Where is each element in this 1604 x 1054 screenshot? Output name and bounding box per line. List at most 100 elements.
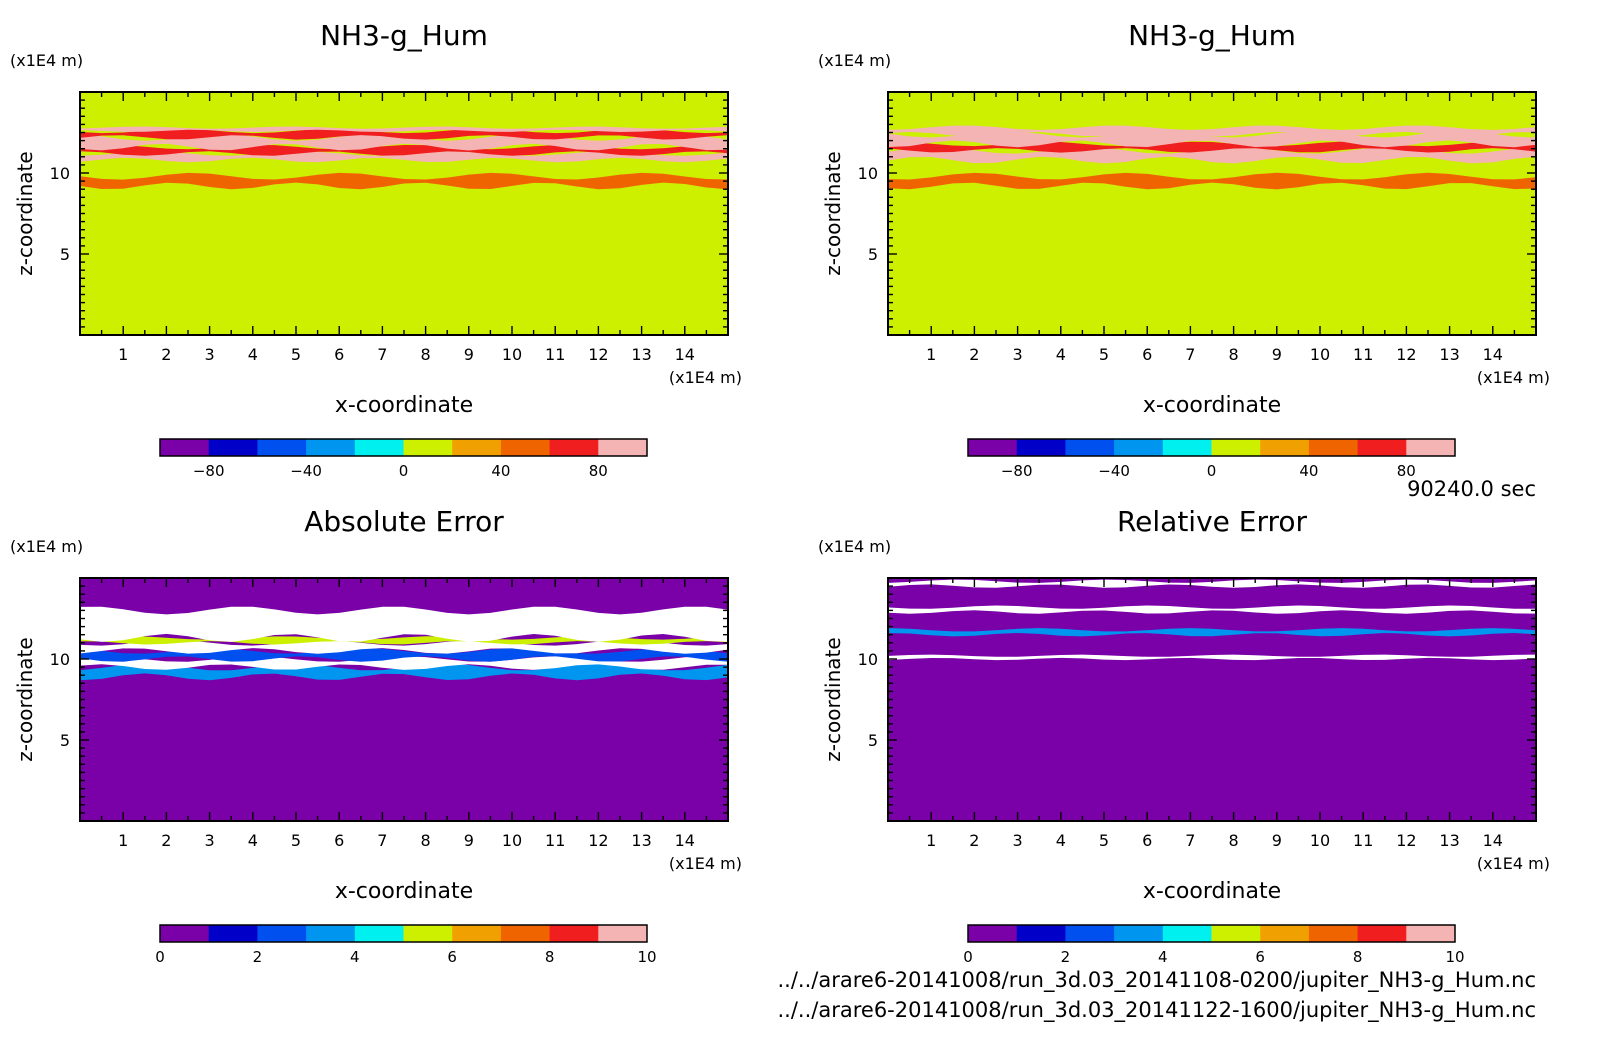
colorbar-tick-label: 6 xyxy=(447,948,457,966)
layer-band xyxy=(80,606,728,642)
x-tick-label: 7 xyxy=(1185,345,1195,364)
x-tick-label: 4 xyxy=(248,831,258,850)
colorbar-swatch xyxy=(1357,439,1407,456)
layer-band xyxy=(80,151,728,163)
y-tick-label: 5 xyxy=(60,731,70,750)
x-tick-label: 12 xyxy=(1396,831,1416,850)
colorbar-swatch xyxy=(1162,439,1212,456)
y-tick-label: 10 xyxy=(50,164,70,183)
plot-background xyxy=(888,578,1536,821)
colorbar-tick-label: 8 xyxy=(545,948,555,966)
colorbar-swatch xyxy=(257,439,307,456)
colorbar-tick-label: −40 xyxy=(290,462,322,480)
x-tick-label: 5 xyxy=(291,345,301,364)
colorbar-swatch xyxy=(549,439,599,456)
x-tick-label: 3 xyxy=(1013,831,1023,850)
colorbar-swatch xyxy=(968,439,1018,456)
y-axis-label: z-coordinate xyxy=(13,637,37,761)
x-tick-label: 7 xyxy=(1185,831,1195,850)
colorbar-tick-label: 8 xyxy=(1353,948,1363,966)
colorbar-swatch xyxy=(1114,439,1164,456)
colorbar-frame xyxy=(159,438,648,457)
x-tick-label: 6 xyxy=(1142,345,1152,364)
chart-panel-3: Absolute Error(x1E4 m)(x1E4 m)1 2 3 4 5 6 7 8 9 1… xyxy=(10,505,742,966)
x-axis-label: x-coordinate xyxy=(1143,393,1281,418)
x-tick-label: 14 xyxy=(675,345,695,364)
colorbar-tick-label: 2 xyxy=(253,948,263,966)
y-unit-label: (x1E4 m) xyxy=(10,537,83,556)
x-tick-label: 10 xyxy=(502,831,522,850)
x-tick-label: 1 xyxy=(118,345,128,364)
y-axis-label: z-coordinate xyxy=(13,151,37,275)
x-tick-label: 3 xyxy=(1013,345,1023,364)
x-tick-label: 2 xyxy=(969,831,979,850)
colorbar-swatch xyxy=(1211,439,1261,456)
chart-panel-1: NH3-g_Hum(x1E4 m)(x1E4 m)1 2 3 4 5 6 7 8 9 10 11 12… xyxy=(10,19,742,480)
colorbar-swatch xyxy=(452,925,502,942)
colorbar-swatch xyxy=(500,439,551,456)
colorbar-frame xyxy=(967,924,1456,943)
x-unit-label: (x1E4 m) xyxy=(1477,854,1550,873)
y-tick-label: 5 xyxy=(868,731,878,750)
colorbar-tick-label: 0 xyxy=(399,462,409,480)
colorbar-tick-label: −40 xyxy=(1098,462,1130,480)
colorbar-tick-label: 4 xyxy=(1158,948,1168,966)
x-axis-label: x-coordinate xyxy=(335,393,473,418)
file-path-1: ../../arare6-20141008/run_3d.03_20141108… xyxy=(778,968,1537,993)
x-tick-label: 9 xyxy=(464,345,474,364)
colorbar: −80 −40 0 40 80 xyxy=(159,438,648,480)
colorbar-swatch xyxy=(354,439,404,456)
layer-band xyxy=(888,579,1536,588)
colorbar-swatch xyxy=(1065,439,1115,456)
file-path-2: ../../arare6-20141008/run_3d.03_20141122… xyxy=(778,998,1537,1023)
colorbar-swatch xyxy=(500,925,551,942)
colorbar-tick-label: 6 xyxy=(1255,948,1265,966)
colorbar-swatch xyxy=(1114,925,1164,942)
colorbar-tick-label: 4 xyxy=(350,948,360,966)
layers xyxy=(80,606,728,681)
x-tick-label: 11 xyxy=(1353,831,1373,850)
colorbar-swatch xyxy=(1211,925,1261,942)
layer-band xyxy=(888,130,1536,148)
x-tick-label: 7 xyxy=(377,345,387,364)
colorbar: −80 −40 0 40 80 xyxy=(967,438,1456,480)
y-unit-label: (x1E4 m) xyxy=(818,51,891,70)
colorbar-swatch xyxy=(208,439,258,456)
y-unit-label: (x1E4 m) xyxy=(10,51,83,70)
colorbar-swatch xyxy=(968,925,1018,942)
colorbar-swatch xyxy=(354,925,404,942)
colorbar-swatch xyxy=(1162,925,1212,942)
x-tick-label: 3 xyxy=(205,345,215,364)
colorbar-swatch xyxy=(160,439,210,456)
colorbar-tick-label: 2 xyxy=(1061,948,1071,966)
x-tick-label: 8 xyxy=(421,831,431,850)
colorbar-swatch xyxy=(1406,925,1456,942)
x-tick-label: 13 xyxy=(1439,345,1459,364)
colorbar-swatch xyxy=(403,439,453,456)
x-tick-label: 5 xyxy=(1099,345,1109,364)
x-tick-label: 14 xyxy=(1483,345,1503,364)
x-tick-label: 2 xyxy=(969,345,979,364)
colorbar-swatch xyxy=(1308,925,1359,942)
colorbar: 0 2 4 6 8 10 xyxy=(155,924,657,966)
x-axis-label: x-coordinate xyxy=(335,879,473,904)
layer-band xyxy=(80,172,728,190)
x-tick-label: 14 xyxy=(675,831,695,850)
chart-title: NH3-g_Hum xyxy=(1128,19,1296,52)
x-tick-label: 13 xyxy=(631,345,651,364)
colorbar-swatch xyxy=(1016,439,1066,456)
colorbar-tick-label: −80 xyxy=(1001,462,1033,480)
colorbar-tick-label: 80 xyxy=(1397,462,1416,480)
x-tick-label: 10 xyxy=(1310,831,1330,850)
colorbar-tick-label: 0 xyxy=(1207,462,1217,480)
x-tick-label: 6 xyxy=(334,345,344,364)
x-tick-label: 1 xyxy=(926,345,936,364)
x-tick-label: 5 xyxy=(291,831,301,850)
x-tick-label: 11 xyxy=(545,831,565,850)
layer-band xyxy=(80,663,728,681)
colorbar-swatch xyxy=(403,925,453,942)
colorbar-tick-label: 40 xyxy=(1299,462,1318,480)
x-unit-label: (x1E4 m) xyxy=(1477,368,1550,387)
y-tick-label: 5 xyxy=(60,245,70,264)
x-tick-label: 1 xyxy=(118,831,128,850)
